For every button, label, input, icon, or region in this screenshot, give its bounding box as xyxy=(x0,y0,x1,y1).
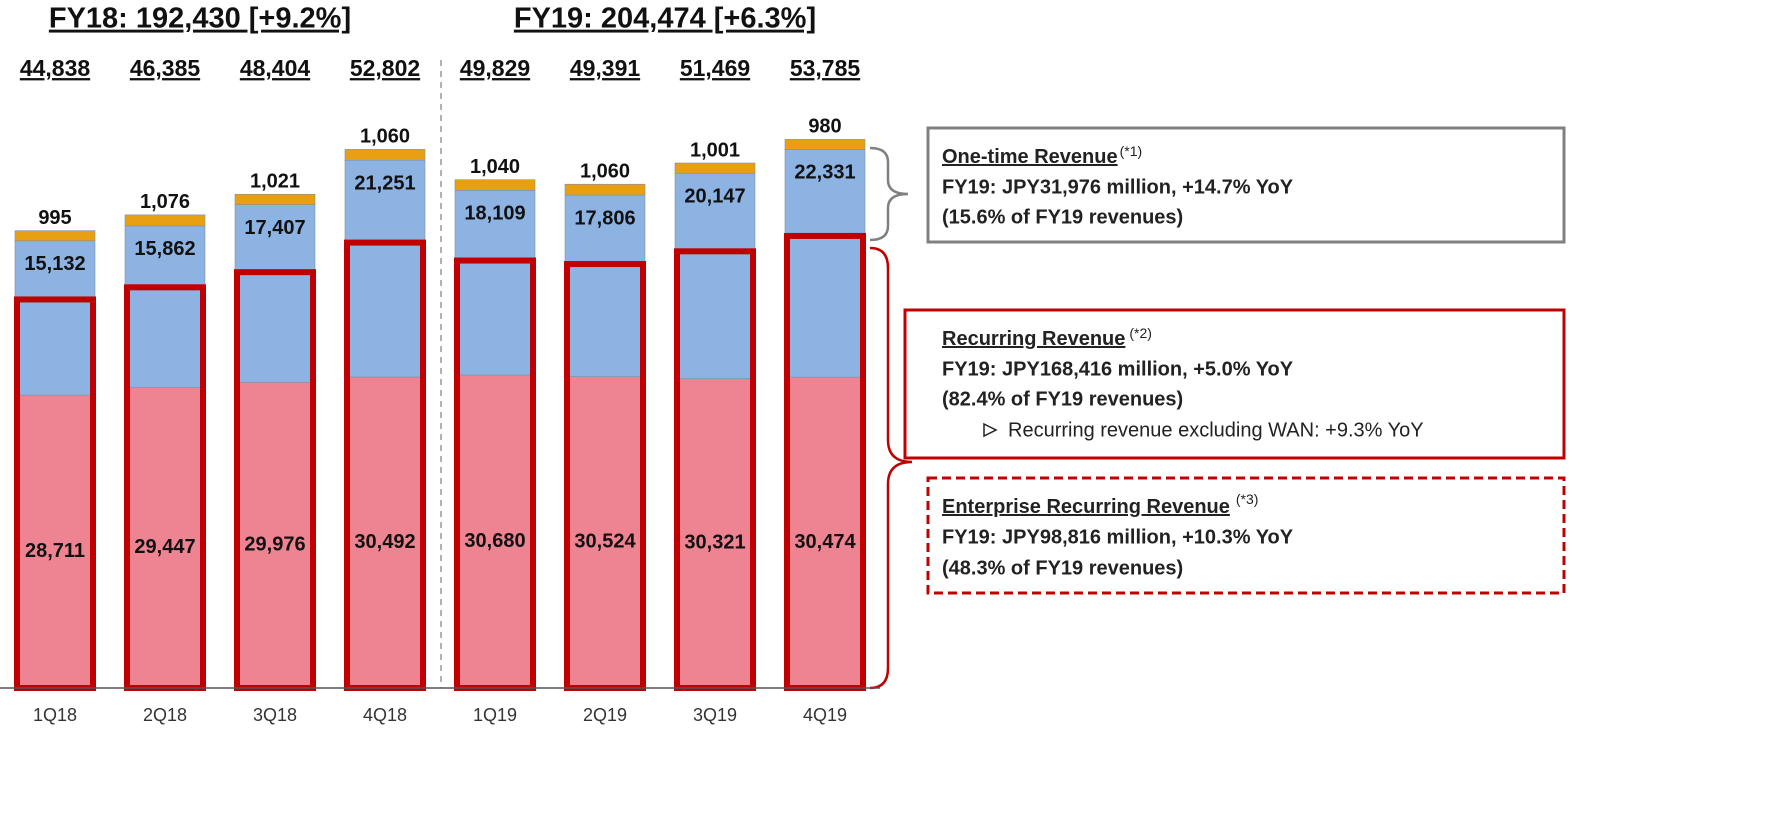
annotation-box xyxy=(926,476,1566,595)
value-label: 1,040 xyxy=(470,156,520,178)
value-label: 18,109 xyxy=(464,203,525,225)
total-label: 46,385 xyxy=(130,55,201,81)
bar-segment xyxy=(674,378,756,689)
total-label: 49,391 xyxy=(570,55,641,81)
bar-segment xyxy=(674,162,756,174)
annotation-line: (82.4% of FY19 revenues) xyxy=(942,388,1183,410)
bar-segment xyxy=(234,193,316,205)
bar-segment xyxy=(124,225,206,388)
fy-header: FY19: 204,474 [+6.3%] xyxy=(514,3,816,35)
annotation-box xyxy=(903,308,1566,460)
title: Recurring Revenue xyxy=(942,328,1125,350)
value-label: 20,147 xyxy=(684,186,745,208)
bar-segment xyxy=(234,381,316,689)
bar-segment xyxy=(564,194,646,377)
bar-segment xyxy=(564,183,646,196)
value-label: 17,806 xyxy=(574,207,635,229)
x-tick-label: 2Q18 xyxy=(143,705,187,725)
title: Enterprise Recurring Revenue xyxy=(942,496,1230,518)
value-label: 1,060 xyxy=(580,161,630,183)
x-tick-label: 4Q18 xyxy=(363,705,407,725)
annotation-box xyxy=(926,126,1566,244)
bar-segment xyxy=(454,179,536,191)
value-label: 28,711 xyxy=(25,540,85,562)
value-label: 980 xyxy=(808,116,841,138)
annotation-bullet: Recurring revenue excluding WAN: +9.3% Y… xyxy=(1008,419,1424,441)
note: (*3) xyxy=(1236,491,1259,507)
bracket xyxy=(869,246,913,690)
x-tick-label: 4Q19 xyxy=(803,705,847,725)
value-label: 17,407 xyxy=(244,217,305,239)
x-tick-label: 1Q18 xyxy=(33,705,77,725)
bar-segment xyxy=(784,139,866,150)
bracket xyxy=(869,146,909,242)
bar-segment xyxy=(14,240,96,396)
bar-segment xyxy=(784,376,866,689)
value-label: 1,060 xyxy=(360,126,410,148)
value-label: 29,976 xyxy=(244,533,305,555)
x-tick-label: 3Q19 xyxy=(693,705,737,725)
value-label: 1,021 xyxy=(250,171,300,193)
x-tick-label: 2Q19 xyxy=(583,705,627,725)
bar-segment xyxy=(344,149,426,161)
bar-segment xyxy=(14,230,96,242)
bar-segment xyxy=(344,376,426,689)
note: (*2) xyxy=(1129,325,1152,341)
annotation-title: Recurring Revenue (*2) xyxy=(942,325,1152,351)
annotation-line: FY19: JPY168,416 million, +5.0% YoY xyxy=(942,358,1294,380)
value-label: 15,862 xyxy=(134,238,195,260)
annotation-line: FY19: JPY98,816 million, +10.3% YoY xyxy=(942,526,1294,548)
total-label: 49,829 xyxy=(460,55,530,81)
x-tick-label: 1Q19 xyxy=(473,705,517,725)
value-label: 30,680 xyxy=(464,530,525,552)
fy-header: FY18: 192,430 [+9.2%] xyxy=(49,3,351,35)
value-label: 1,001 xyxy=(690,139,740,161)
value-label: 995 xyxy=(38,207,71,229)
value-label: 1,076 xyxy=(140,191,190,213)
total-label: 44,838 xyxy=(20,55,91,81)
bar-segment xyxy=(454,374,536,689)
bar-segment xyxy=(454,190,536,376)
bar-segment xyxy=(784,149,866,378)
annotation-title: One-time Revenue (*1) xyxy=(942,143,1142,169)
bar-segment xyxy=(344,159,426,378)
value-label: 22,331 xyxy=(794,162,855,184)
value-label: 15,132 xyxy=(24,253,85,275)
title: One-time Revenue xyxy=(942,146,1118,168)
bullet-icon xyxy=(983,422,998,438)
annotation-line: FY19: JPY31,976 million, +14.7% YoY xyxy=(942,176,1294,198)
x-tick-label: 3Q18 xyxy=(253,705,297,725)
annotation-line: (15.6% of FY19 revenues) xyxy=(942,206,1183,228)
total-label: 52,802 xyxy=(350,55,420,81)
value-label: 30,492 xyxy=(354,531,415,553)
total-label: 48,404 xyxy=(240,55,311,81)
bar-segment xyxy=(564,376,646,689)
annotation-line: (48.3% of FY19 revenues) xyxy=(942,557,1183,579)
total-label: 53,785 xyxy=(790,55,861,81)
bar-segment xyxy=(674,172,756,380)
value-label: 30,321 xyxy=(684,532,745,554)
bar-segment xyxy=(124,214,206,227)
note: (*1) xyxy=(1120,143,1143,159)
annotation-title: Enterprise Recurring Revenue (*3) xyxy=(942,491,1258,519)
value-label: 21,251 xyxy=(354,173,415,195)
value-label: 30,474 xyxy=(794,531,856,553)
value-label: 30,524 xyxy=(574,531,636,553)
total-label: 51,469 xyxy=(680,55,750,81)
bar-segment xyxy=(124,387,206,689)
value-label: 29,447 xyxy=(134,536,195,558)
